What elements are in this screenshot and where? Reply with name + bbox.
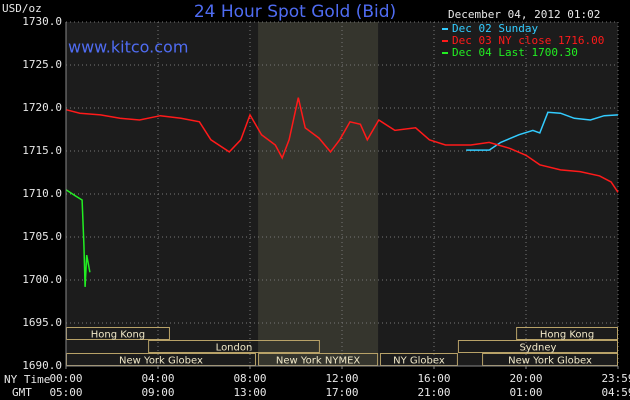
x-axis-label: NY Time bbox=[4, 373, 50, 386]
y-tick-label: 1730.0 bbox=[22, 15, 62, 28]
y-tick-label: 1710.0 bbox=[22, 187, 62, 200]
x-tick-label: 20:00 bbox=[509, 372, 542, 385]
x2-tick-label: 21:00 bbox=[417, 386, 450, 399]
x-tick-label: 12:00 bbox=[325, 372, 358, 385]
series-line bbox=[65, 97, 619, 193]
x2-tick-label: 01:00 bbox=[509, 386, 542, 399]
series-line bbox=[466, 111, 619, 151]
y-tick-label: 1695.0 bbox=[22, 316, 62, 329]
y-tick-label: 1705.0 bbox=[22, 230, 62, 243]
x2-tick-label: 17:00 bbox=[325, 386, 358, 399]
y-tick-label: 1725.0 bbox=[22, 58, 62, 71]
x2-tick-label: 13:00 bbox=[233, 386, 266, 399]
session-label: Hong Kong bbox=[91, 330, 145, 341]
legend-label: Dec 03 NY close 1716.00 bbox=[452, 34, 604, 47]
x-tick-label: 08:00 bbox=[233, 372, 266, 385]
legend-label: Dec 04 Last 1700.30 bbox=[452, 46, 578, 59]
x-tick-label: 16:00 bbox=[417, 372, 450, 385]
x-tick-label: 00:00 bbox=[49, 372, 82, 385]
series-line bbox=[65, 189, 91, 287]
watermark: www.kitco.com bbox=[68, 38, 188, 57]
y-tick-label: 1690.0 bbox=[22, 359, 62, 372]
session-label: New York Globex bbox=[508, 356, 592, 367]
session-label: Sydney bbox=[519, 343, 556, 354]
session-label: NY Globex bbox=[393, 356, 445, 367]
session-label: London bbox=[216, 343, 253, 354]
x2-tick-label: 04:59 bbox=[601, 386, 630, 399]
timestamp: December 04, 2012 01:02 bbox=[448, 8, 600, 21]
x2-tick-label: 09:00 bbox=[141, 386, 174, 399]
y-tick-label: 1700.0 bbox=[22, 273, 62, 286]
x2-axis-label: GMT bbox=[12, 386, 32, 399]
x2-tick-label: 05:00 bbox=[49, 386, 82, 399]
y-tick-label: 1715.0 bbox=[22, 144, 62, 157]
x-tick-label: 04:00 bbox=[141, 372, 174, 385]
chart-title: 24 Hour Spot Gold (Bid) bbox=[194, 2, 396, 22]
session-label: New York Globex bbox=[119, 356, 203, 367]
session-bar bbox=[516, 327, 618, 340]
session-label: Hong Kong bbox=[540, 330, 594, 341]
y-axis-label: USD/oz bbox=[2, 2, 42, 15]
session-bar bbox=[148, 340, 320, 353]
y-tick-label: 1720.0 bbox=[22, 101, 62, 114]
session-label: New York NYMEX bbox=[276, 356, 361, 367]
session-bar bbox=[457, 340, 619, 353]
x-tick-label: 23:59 bbox=[601, 372, 630, 385]
legend-label: Dec 02 Sunday bbox=[452, 22, 538, 35]
